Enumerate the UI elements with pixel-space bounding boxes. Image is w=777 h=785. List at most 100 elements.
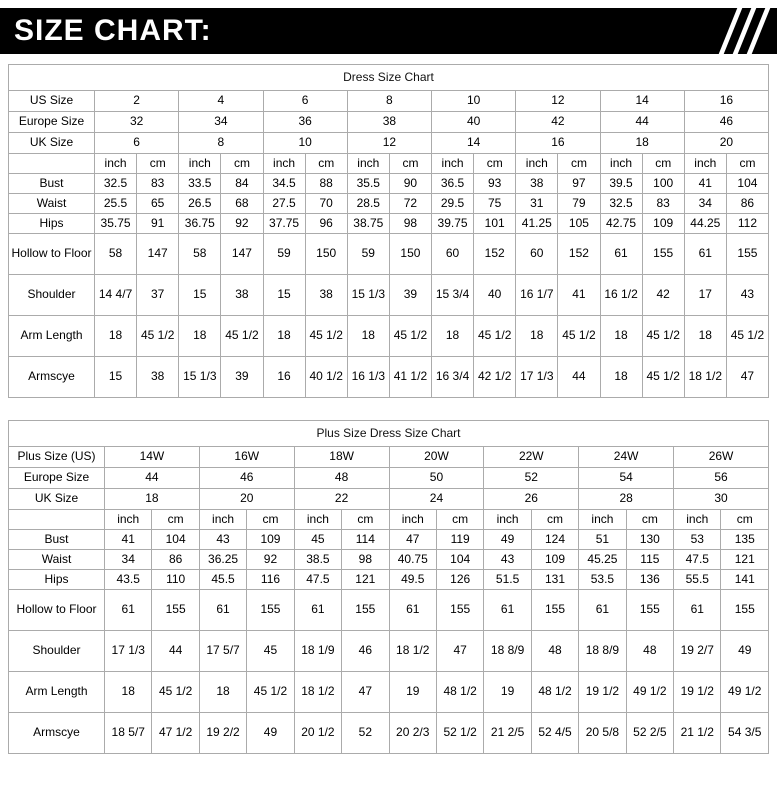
value-cell: 18 1/2 — [683, 356, 727, 398]
banner-title: SIZE CHART: — [14, 14, 212, 47]
value-cell: 48 — [530, 630, 580, 672]
value-cell: 115 — [625, 549, 675, 570]
size-cell: 42 — [515, 111, 601, 133]
value-cell: 155 — [435, 589, 485, 631]
row-label: Shoulder — [8, 630, 105, 672]
value-cell: 19 2/2 — [198, 712, 248, 754]
value-cell: 91 — [136, 213, 180, 234]
size-cell: 20 — [198, 488, 295, 510]
row-label: Hips — [8, 213, 95, 234]
value-cell: 141 — [720, 569, 769, 590]
size-cell: 10 — [430, 90, 517, 112]
unit-cell: inch — [599, 153, 643, 174]
value-cell: 98 — [388, 213, 433, 234]
row-label: Hollow to Floor — [8, 233, 95, 275]
size-cell: 50 — [388, 467, 485, 489]
value-cell: 36.5 — [430, 173, 475, 194]
value-cell: 61 — [103, 589, 153, 631]
value-cell: 17 1/3 — [515, 356, 559, 398]
row-label: Plus Size (US) — [8, 446, 105, 468]
value-cell: 47 — [725, 356, 770, 398]
value-cell: 20 1/2 — [293, 712, 343, 754]
value-cell: 42 — [641, 274, 685, 316]
value-cell: 16 1/7 — [515, 274, 559, 316]
value-cell: 16 1/3 — [346, 356, 390, 398]
unit-cell: inch — [178, 153, 222, 174]
unit-cell: cm — [246, 509, 295, 530]
row-label: UK Size — [8, 488, 105, 510]
chart-title: Dress Size Chart — [8, 64, 769, 91]
row-label: Arm Length — [8, 315, 95, 357]
value-cell: 136 — [625, 569, 675, 590]
value-cell: 86 — [151, 549, 200, 570]
unit-cell: inch — [515, 153, 559, 174]
value-cell: 25.5 — [93, 193, 138, 214]
value-cell: 37 — [136, 274, 180, 316]
value-cell: 33.5 — [178, 173, 222, 194]
value-cell: 109 — [246, 529, 295, 550]
value-cell: 75 — [473, 193, 517, 214]
size-cell: 32 — [93, 111, 180, 133]
value-cell: 39 — [220, 356, 264, 398]
value-cell: 45 1/2 — [641, 315, 685, 357]
row-label: Europe Size — [8, 111, 95, 133]
value-cell: 119 — [435, 529, 485, 550]
value-cell: 104 — [151, 529, 200, 550]
value-cell: 18 — [103, 671, 153, 713]
value-cell: 65 — [136, 193, 180, 214]
value-cell: 47.5 — [673, 549, 722, 570]
value-cell: 150 — [388, 233, 433, 275]
value-cell: 48 1/2 — [530, 671, 580, 713]
value-cell: 155 — [625, 589, 675, 631]
unit-cell: inch — [578, 509, 627, 530]
size-cell: 52 — [483, 467, 580, 489]
value-cell: 18 — [430, 315, 475, 357]
size-cell: 20W — [388, 446, 485, 468]
value-cell: 38.75 — [346, 213, 390, 234]
value-cell: 49 — [483, 529, 532, 550]
value-cell: 39 — [388, 274, 433, 316]
value-cell: 126 — [435, 569, 485, 590]
size-cell: 12 — [346, 132, 433, 154]
unit-cell: cm — [725, 153, 770, 174]
value-cell: 93 — [473, 173, 517, 194]
value-cell: 155 — [151, 589, 200, 631]
unit-cell: inch — [346, 153, 390, 174]
value-cell: 41.25 — [515, 213, 559, 234]
size-cell: 8 — [346, 90, 433, 112]
value-cell: 27.5 — [262, 193, 306, 214]
value-cell: 61 — [673, 589, 722, 631]
value-cell: 49 — [720, 630, 769, 672]
value-cell: 47.5 — [293, 569, 343, 590]
value-cell: 79 — [557, 193, 601, 214]
value-cell: 52 1/2 — [435, 712, 485, 754]
value-cell: 16 3/4 — [430, 356, 475, 398]
value-cell: 53 — [673, 529, 722, 550]
value-cell: 155 — [530, 589, 580, 631]
value-cell: 88 — [304, 173, 348, 194]
chart-title: Plus Size Dress Size Chart — [8, 420, 769, 447]
size-cell: 24 — [388, 488, 485, 510]
value-cell: 155 — [341, 589, 390, 631]
value-cell: 45 1/2 — [725, 315, 770, 357]
unit-spacer-cell — [8, 153, 95, 174]
value-cell: 86 — [725, 193, 770, 214]
value-cell: 45 1/2 — [136, 315, 180, 357]
unit-cell: cm — [473, 153, 517, 174]
value-cell: 51 — [578, 529, 627, 550]
size-cell: 14W — [104, 446, 200, 468]
row-label: Europe Size — [8, 467, 105, 489]
value-cell: 18 — [93, 315, 138, 357]
row-label: Waist — [8, 193, 95, 214]
value-cell: 49 — [246, 712, 295, 754]
value-cell: 36.75 — [178, 213, 222, 234]
value-cell: 104 — [435, 549, 485, 570]
value-cell: 47 — [388, 529, 437, 550]
value-cell: 44 — [557, 356, 601, 398]
value-cell: 47 — [435, 630, 485, 672]
value-cell: 45 1/2 — [151, 671, 200, 713]
unit-cell: cm — [530, 509, 580, 530]
value-cell: 19 — [388, 671, 437, 713]
value-cell: 49 1/2 — [625, 671, 675, 713]
value-cell: 18 8/9 — [483, 630, 532, 672]
